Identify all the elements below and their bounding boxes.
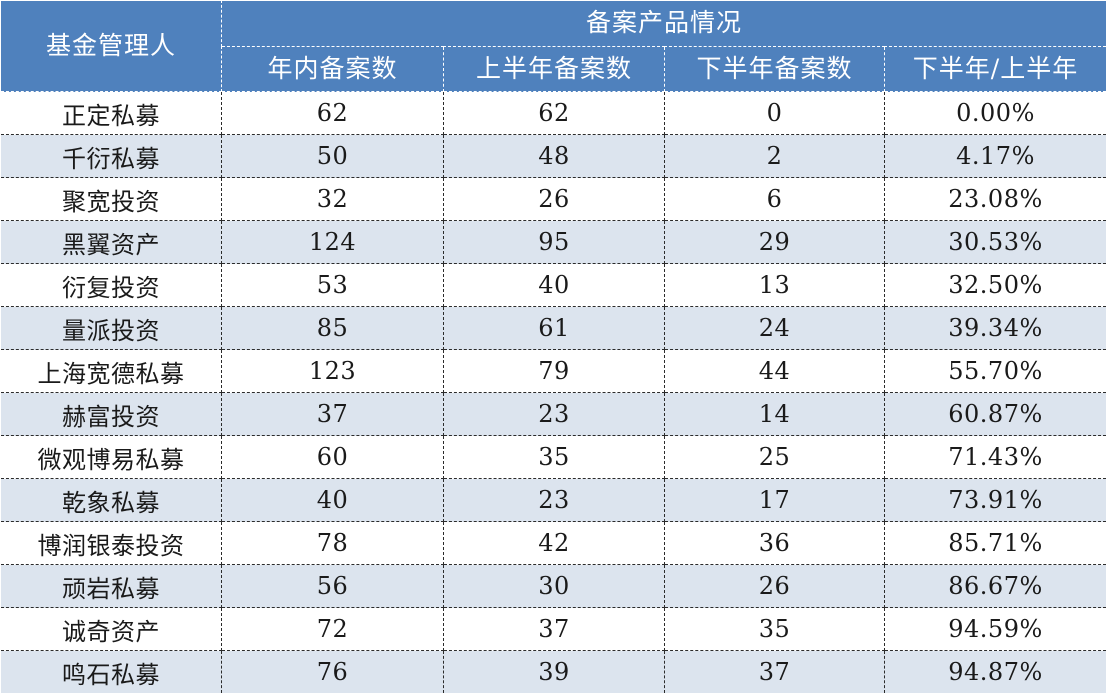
cell-h1-count: 35 <box>444 436 665 479</box>
cell-year-total: 56 <box>222 565 444 608</box>
cell-ratio: 94.87% <box>885 651 1106 694</box>
cell-h2-count: 24 <box>665 307 885 350</box>
cell-h2-count: 6 <box>665 178 885 221</box>
cell-year-total: 72 <box>222 608 444 651</box>
cell-h1-count: 79 <box>444 350 665 393</box>
cell-fund-manager: 上海宽德私募 <box>1 350 222 393</box>
table-header: 基金管理人 备案产品情况 年内备案数 上半年备案数 下半年备案数 下半年/上半年 <box>1 1 1106 92</box>
cell-h1-count: 26 <box>444 178 665 221</box>
cell-fund-manager: 微观博易私募 <box>1 436 222 479</box>
cell-fund-manager: 赫富投资 <box>1 393 222 436</box>
cell-year-total: 50 <box>222 135 444 178</box>
cell-h2-count: 0 <box>665 92 885 135</box>
cell-ratio: 30.53% <box>885 221 1106 264</box>
cell-h1-count: 37 <box>444 608 665 651</box>
cell-h2-count: 17 <box>665 479 885 522</box>
cell-year-total: 37 <box>222 393 444 436</box>
cell-ratio: 23.08% <box>885 178 1106 221</box>
cell-fund-manager: 千衍私募 <box>1 135 222 178</box>
cell-ratio: 71.43% <box>885 436 1106 479</box>
cell-h2-count: 14 <box>665 393 885 436</box>
cell-h1-count: 42 <box>444 522 665 565</box>
cell-fund-manager: 黑翼资产 <box>1 221 222 264</box>
cell-fund-manager: 诚奇资产 <box>1 608 222 651</box>
cell-fund-manager: 量派投资 <box>1 307 222 350</box>
column-header-h2-count: 下半年备案数 <box>665 47 885 92</box>
cell-h1-count: 48 <box>444 135 665 178</box>
cell-ratio: 4.17% <box>885 135 1106 178</box>
cell-h1-count: 95 <box>444 221 665 264</box>
cell-year-total: 53 <box>222 264 444 307</box>
cell-fund-manager: 聚宽投资 <box>1 178 222 221</box>
column-header-h1-count: 上半年备案数 <box>444 47 665 92</box>
cell-ratio: 85.71% <box>885 522 1106 565</box>
cell-h2-count: 37 <box>665 651 885 694</box>
cell-ratio: 0.00% <box>885 92 1106 135</box>
cell-ratio: 94.59% <box>885 608 1106 651</box>
cell-fund-manager: 顽岩私募 <box>1 565 222 608</box>
cell-year-total: 85 <box>222 307 444 350</box>
header-row-group: 基金管理人 备案产品情况 <box>1 1 1106 47</box>
cell-year-total: 62 <box>222 92 444 135</box>
cell-h1-count: 61 <box>444 307 665 350</box>
cell-h2-count: 44 <box>665 350 885 393</box>
cell-h2-count: 13 <box>665 264 885 307</box>
cell-ratio: 86.67% <box>885 565 1106 608</box>
cell-ratio: 60.87% <box>885 393 1106 436</box>
cell-h1-count: 23 <box>444 393 665 436</box>
cell-ratio: 39.34% <box>885 307 1106 350</box>
cell-h1-count: 39 <box>444 651 665 694</box>
cell-h1-count: 30 <box>444 565 665 608</box>
cell-ratio: 73.91% <box>885 479 1106 522</box>
cell-h2-count: 29 <box>665 221 885 264</box>
cell-fund-manager: 衍复投资 <box>1 264 222 307</box>
cell-h2-count: 26 <box>665 565 885 608</box>
cell-h1-count: 40 <box>444 264 665 307</box>
cell-h2-count: 35 <box>665 608 885 651</box>
cell-h2-count: 2 <box>665 135 885 178</box>
column-header-group-filing-products: 备案产品情况 <box>222 1 1106 47</box>
cell-ratio: 55.70% <box>885 350 1106 393</box>
cell-h1-count: 23 <box>444 479 665 522</box>
column-header-fund-manager: 基金管理人 <box>1 1 222 92</box>
cell-fund-manager: 鸣石私募 <box>1 651 222 694</box>
cell-year-total: 76 <box>222 651 444 694</box>
cell-year-total: 40 <box>222 479 444 522</box>
cell-fund-manager: 正定私募 <box>1 92 222 135</box>
cell-fund-manager: 乾象私募 <box>1 479 222 522</box>
cell-h2-count: 36 <box>665 522 885 565</box>
cell-year-total: 78 <box>222 522 444 565</box>
cell-ratio: 32.50% <box>885 264 1106 307</box>
cell-h2-count: 25 <box>665 436 885 479</box>
cell-year-total: 123 <box>222 350 444 393</box>
cell-year-total: 124 <box>222 221 444 264</box>
cell-year-total: 60 <box>222 436 444 479</box>
column-header-year-total: 年内备案数 <box>222 47 444 92</box>
cell-h1-count: 62 <box>444 92 665 135</box>
cell-fund-manager: 博润银泰投资 <box>1 522 222 565</box>
column-header-ratio: 下半年/上半年 <box>885 47 1106 92</box>
cell-year-total: 32 <box>222 178 444 221</box>
